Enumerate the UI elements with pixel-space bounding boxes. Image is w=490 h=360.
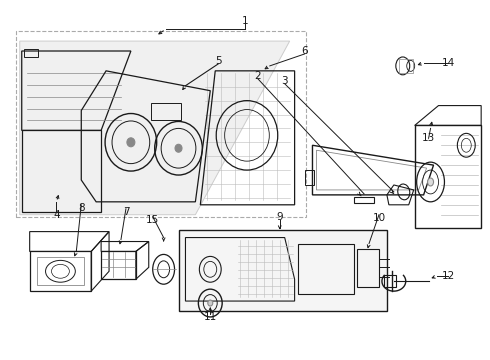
Bar [399,59,413,73]
Bar [24,49,38,57]
Text: 9: 9 [276,212,283,222]
Text: 1: 1 [242,16,248,26]
Ellipse shape [208,300,213,306]
Ellipse shape [175,144,182,152]
Text: 7: 7 [122,207,129,217]
Text: 15: 15 [146,215,159,225]
Text: 4: 4 [53,210,60,220]
Text: 12: 12 [442,271,455,281]
Text: 6: 6 [301,46,308,56]
Bar [178,230,387,311]
Text: 3: 3 [281,76,288,86]
Text: 14: 14 [442,58,455,68]
Bar [151,103,180,121]
Text: 11: 11 [204,312,217,322]
Bar [37,257,84,285]
Bar [305,170,315,185]
Text: 8: 8 [78,203,85,213]
Text: 10: 10 [372,213,386,223]
Ellipse shape [127,138,135,147]
Text: 13: 13 [422,133,435,143]
Text: 2: 2 [255,71,261,81]
Bar [384,275,396,287]
Ellipse shape [428,178,434,186]
Text: 5: 5 [215,56,221,66]
Polygon shape [20,41,290,215]
